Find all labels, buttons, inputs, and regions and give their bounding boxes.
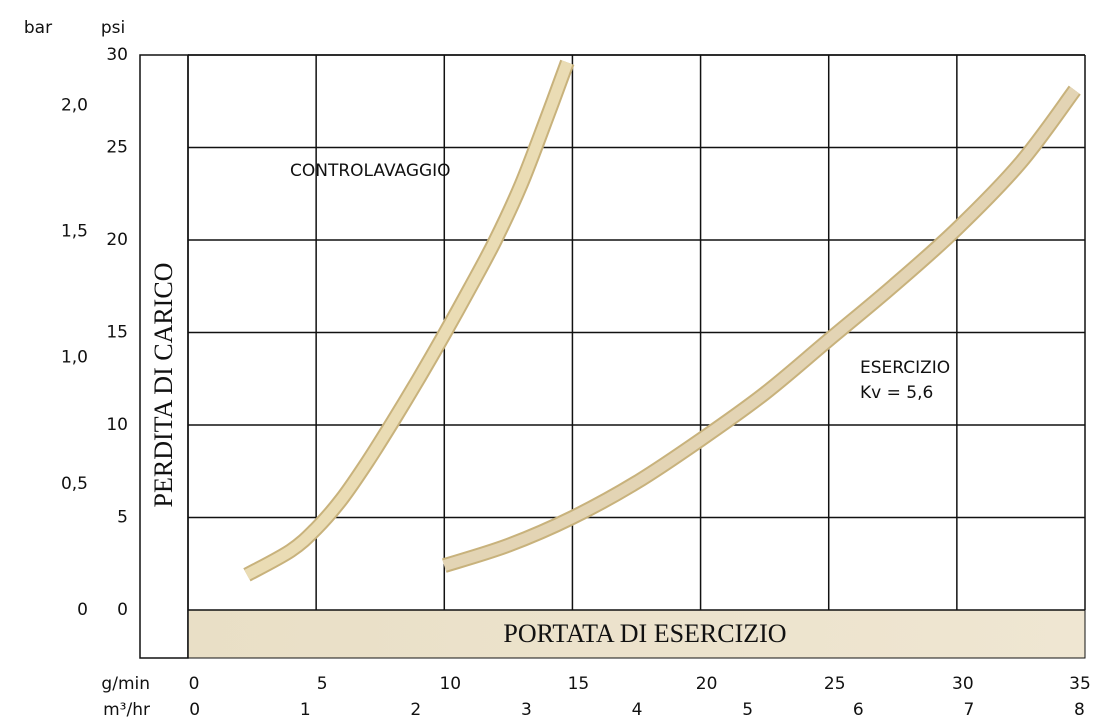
x-tick-label: 25: [824, 674, 846, 694]
annotation: Kv = 5,6: [860, 383, 933, 403]
curve-outline: [442, 85, 1081, 573]
y2-tick-label: 1,5: [61, 222, 88, 242]
y2-tick-label: 2,0: [61, 95, 88, 115]
annotation: CONTROLAVAGGIO: [290, 161, 451, 181]
y-label-box: [139, 54, 189, 659]
annotation: ESERCIZIO: [860, 358, 950, 378]
x2-tick-label: 8: [1074, 700, 1085, 720]
x2-tick-label: 1: [300, 700, 311, 720]
x-tick-label: 5: [317, 674, 328, 694]
x2-tick-label: 6: [853, 700, 864, 720]
x2-tick-label: 4: [632, 700, 643, 720]
x2-tick-label: 0: [189, 700, 200, 720]
x2-tick-label: 5: [742, 700, 753, 720]
y-tick-label: 5: [117, 508, 128, 528]
x2-unit: m³/hr: [103, 700, 150, 720]
curve-outline: [243, 59, 575, 582]
x2-tick-label: 2: [410, 700, 421, 720]
y2-tick-label: 0,5: [61, 474, 88, 494]
y2-unit: bar: [24, 18, 52, 38]
y2-tick-label: 0: [77, 600, 88, 620]
y-axis-label: PERDITA DI CARICO: [149, 263, 178, 508]
curve: [442, 86, 1080, 571]
x-tick-label: 35: [1069, 674, 1091, 694]
x-tick-label: 20: [696, 674, 718, 694]
x-tick-label: 0: [189, 674, 200, 694]
x-tick-label: 15: [568, 674, 590, 694]
x2-tick-label: 3: [521, 700, 532, 720]
x2-tick-label: 7: [963, 700, 974, 720]
y-tick-label: 30: [106, 45, 128, 65]
y-tick-label: 0: [117, 600, 128, 620]
y-tick-label: 25: [106, 138, 128, 158]
x-unit: g/min: [101, 674, 150, 694]
y-tick-label: 20: [106, 230, 128, 250]
x-tick-label: 30: [952, 674, 974, 694]
x-axis-label: PORTATA DI ESERCIZIO: [503, 619, 786, 648]
y-tick-label: 15: [106, 323, 128, 343]
y-tick-label: 10: [106, 415, 128, 435]
curve: [244, 60, 573, 580]
x-label-band: [187, 609, 1086, 659]
x-tick-label: 10: [439, 674, 461, 694]
y-unit: psi: [101, 18, 125, 38]
y2-tick-label: 1,0: [61, 348, 88, 368]
